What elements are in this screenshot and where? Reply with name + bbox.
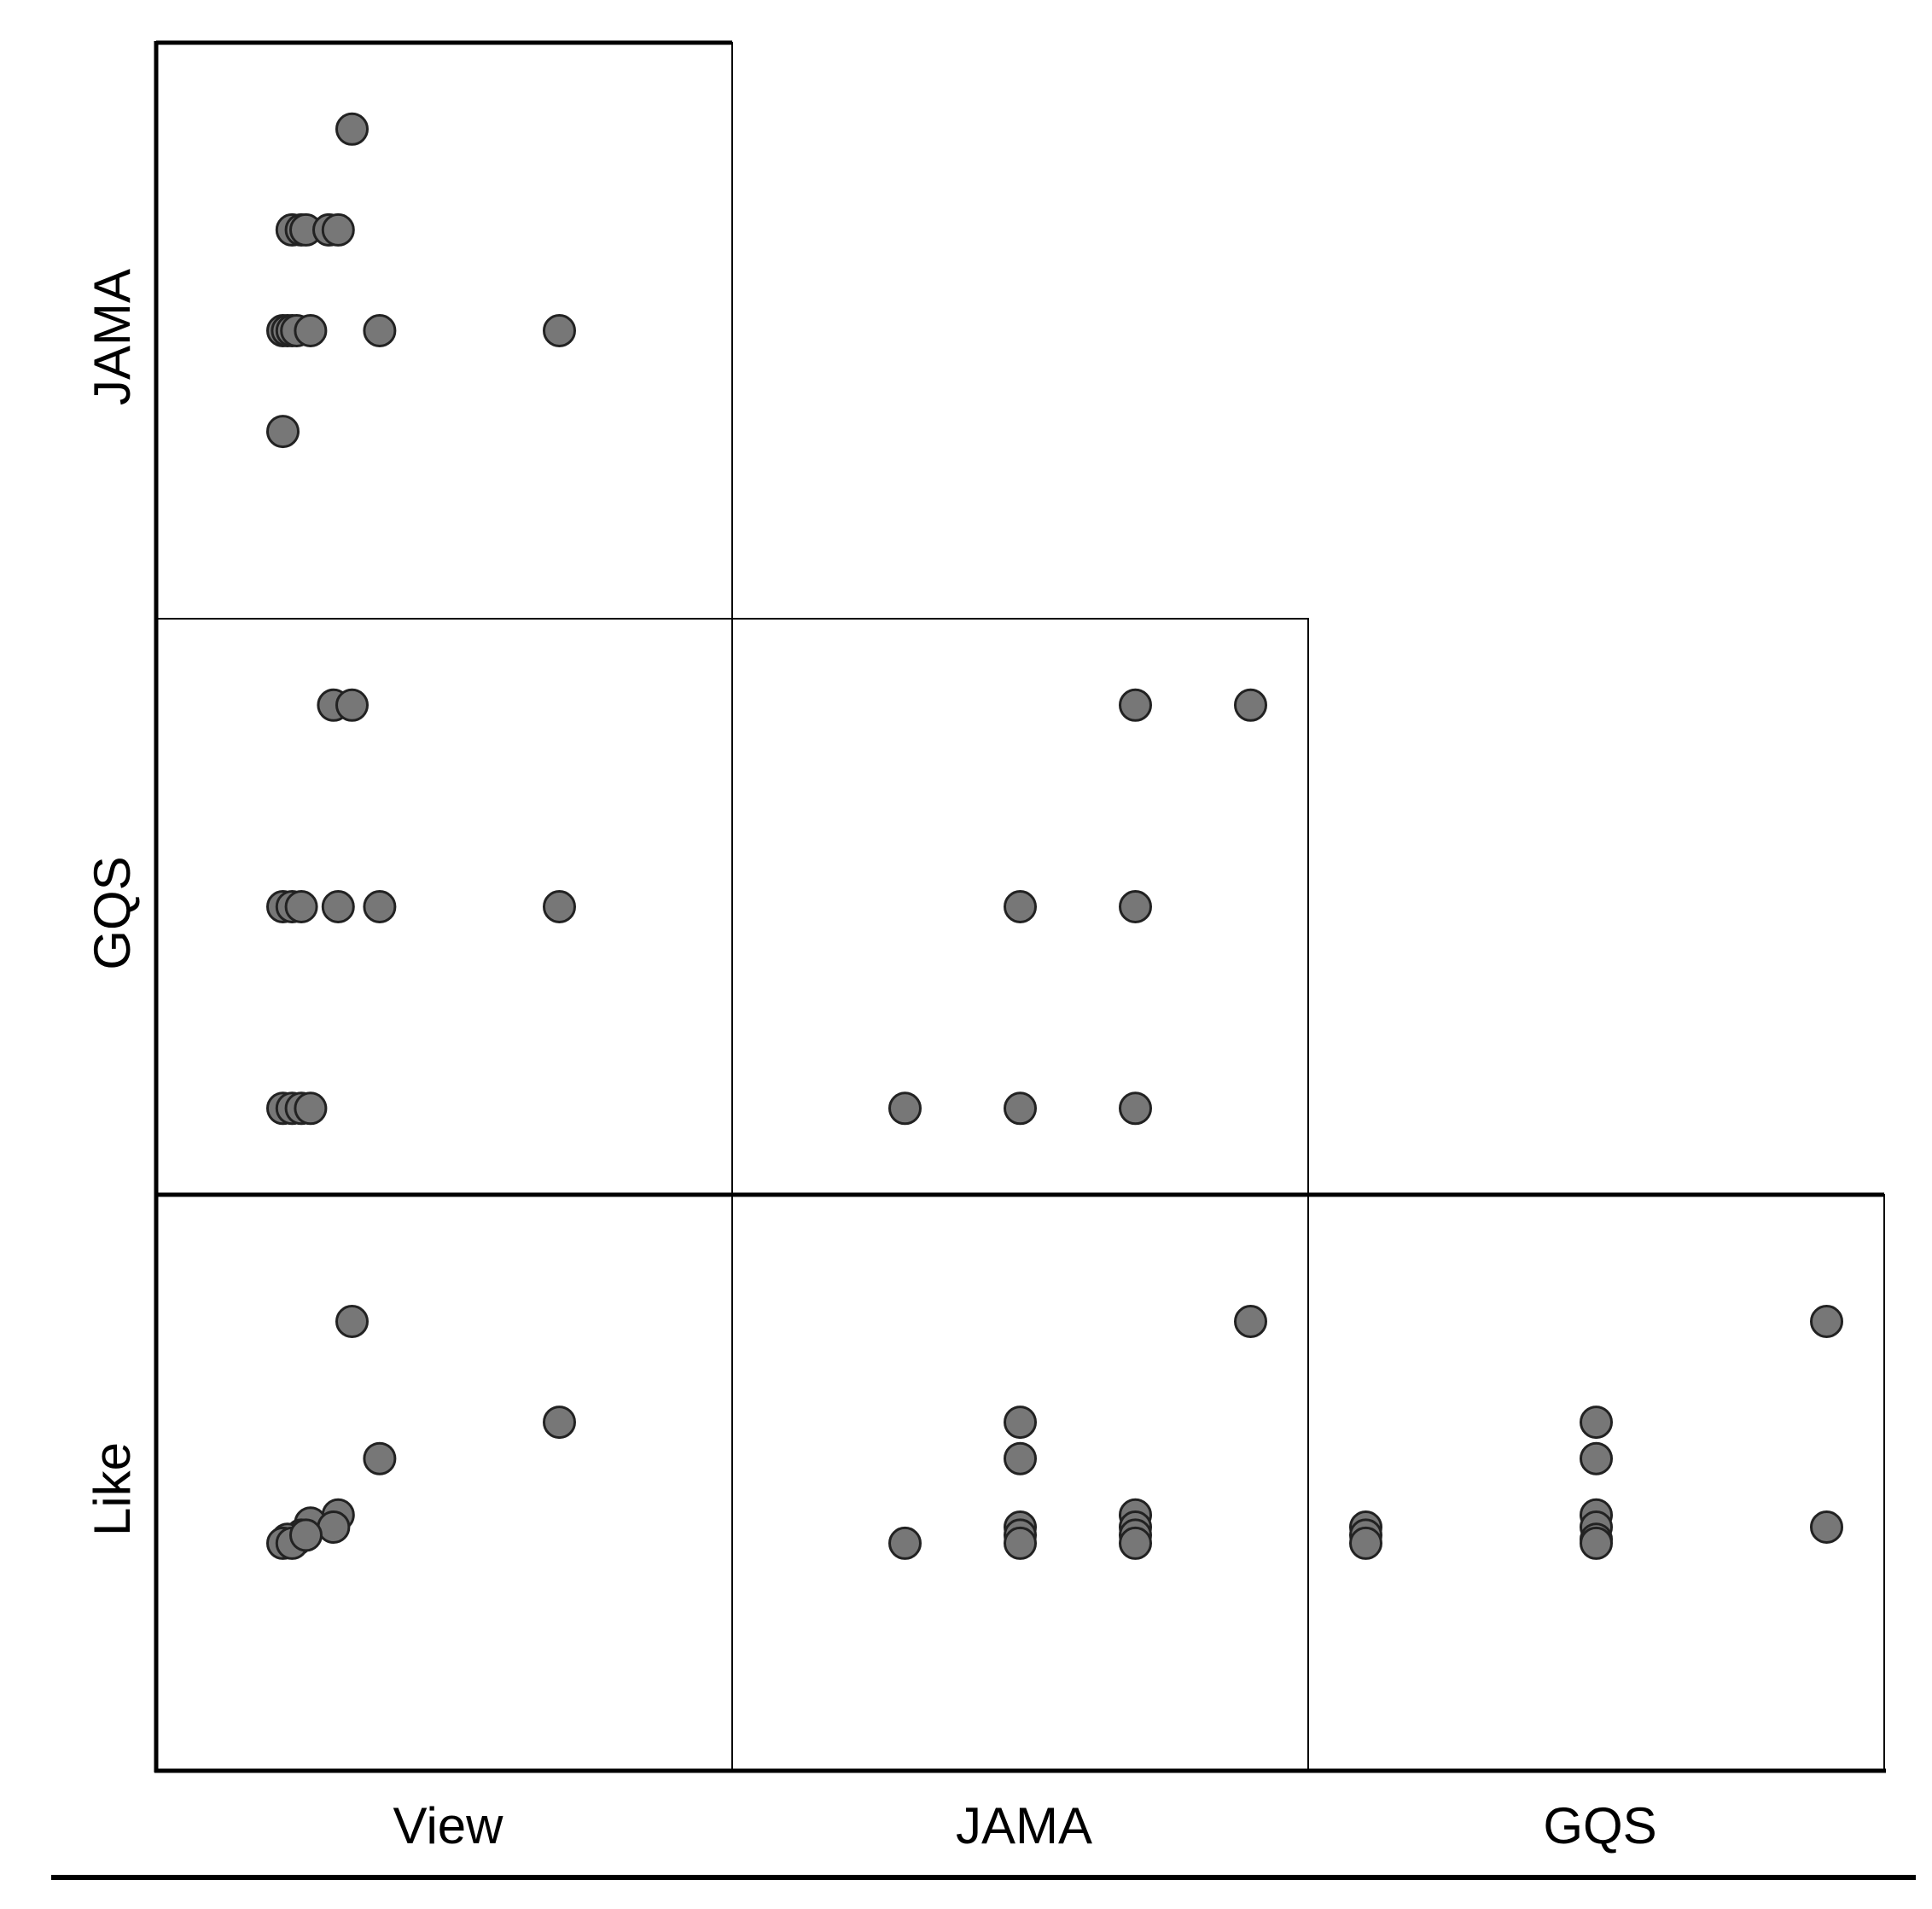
data-point-view-gqs (335, 688, 369, 722)
data-point-view-gqs (284, 890, 318, 923)
column-label-gqs: GQS (1543, 1797, 1656, 1854)
data-point-view-jama (363, 314, 397, 347)
row-label-like: Like (84, 1442, 141, 1536)
data-point-jama-like (1234, 1305, 1267, 1338)
panels-layer (154, 40, 1886, 1773)
data-point-jama-like (1004, 1406, 1037, 1440)
data-point-view-like (289, 1518, 323, 1552)
data-point-gqs-like (1580, 1406, 1613, 1440)
data-point-gqs-like (1580, 1441, 1613, 1475)
panel-view-vs-jama (155, 42, 733, 620)
panel-gqs-vs-like (1307, 1194, 1885, 1772)
data-point-jama-gqs (1119, 890, 1152, 923)
labels-layer: JAMA GQS Like View JAMA GQS (84, 269, 1657, 1854)
panel-jama-vs-like (731, 1194, 1309, 1772)
points-layer (266, 112, 1843, 1560)
data-point-jama-like (1004, 1441, 1037, 1475)
data-point-view-jama (266, 415, 300, 449)
data-point-view-gqs (543, 890, 576, 923)
data-point-view-like (335, 1305, 369, 1338)
panel-view-vs-gqs (155, 618, 733, 1196)
data-point-view-like (543, 1406, 576, 1440)
data-point-view-jama (294, 314, 328, 347)
column-label-jama: JAMA (956, 1797, 1092, 1854)
data-point-jama-gqs (1234, 688, 1267, 722)
data-point-jama-gqs (1119, 1091, 1152, 1126)
data-point-gqs-like (1810, 1305, 1843, 1338)
data-point-view-jama (543, 314, 576, 347)
column-label-view: View (393, 1797, 504, 1854)
data-point-gqs-like (1349, 1526, 1382, 1560)
data-point-view-gqs (321, 890, 355, 923)
data-point-view-jama (321, 212, 355, 247)
data-point-view-gqs (294, 1091, 328, 1126)
data-point-view-like (363, 1441, 397, 1475)
data-point-jama-gqs (1004, 1091, 1037, 1126)
data-point-view-jama (335, 112, 369, 146)
data-point-gqs-like (1810, 1510, 1843, 1544)
data-point-view-gqs (363, 890, 397, 923)
data-point-view-like (317, 1510, 351, 1544)
data-point-jama-gqs (1004, 890, 1037, 923)
data-point-jama-gqs (1119, 688, 1152, 722)
row-label-gqs: GQS (84, 856, 141, 969)
data-point-jama-like (1119, 1526, 1152, 1560)
row-label-jama: JAMA (84, 269, 141, 405)
panel-view-vs-like (155, 1194, 733, 1772)
data-point-jama-like (1004, 1526, 1037, 1560)
data-point-jama-gqs (888, 1091, 922, 1126)
data-point-jama-like (888, 1526, 922, 1560)
data-point-gqs-like (1580, 1526, 1613, 1560)
